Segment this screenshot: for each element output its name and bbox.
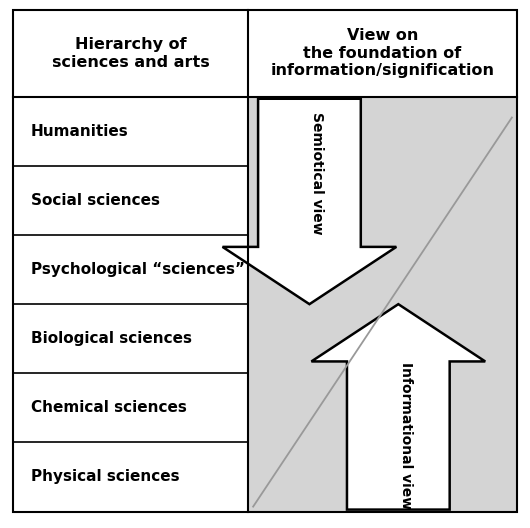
Polygon shape xyxy=(312,304,485,510)
Bar xyxy=(248,10,517,512)
Text: Biological sciences: Biological sciences xyxy=(31,331,192,346)
Text: Social sciences: Social sciences xyxy=(31,193,160,208)
Text: Semiotical view: Semiotical view xyxy=(311,111,324,234)
Text: View on
the foundation of
information/signification: View on the foundation of information/si… xyxy=(270,29,494,78)
Text: Humanities: Humanities xyxy=(31,124,129,139)
Text: Informational view: Informational view xyxy=(399,362,413,509)
Bar xyxy=(248,10,517,97)
Text: Psychological “sciences”: Psychological “sciences” xyxy=(31,262,245,277)
Text: Physical sciences: Physical sciences xyxy=(31,469,180,485)
Text: Chemical sciences: Chemical sciences xyxy=(31,400,187,416)
Polygon shape xyxy=(223,99,396,304)
Text: Hierarchy of
sciences and arts: Hierarchy of sciences and arts xyxy=(52,37,209,70)
